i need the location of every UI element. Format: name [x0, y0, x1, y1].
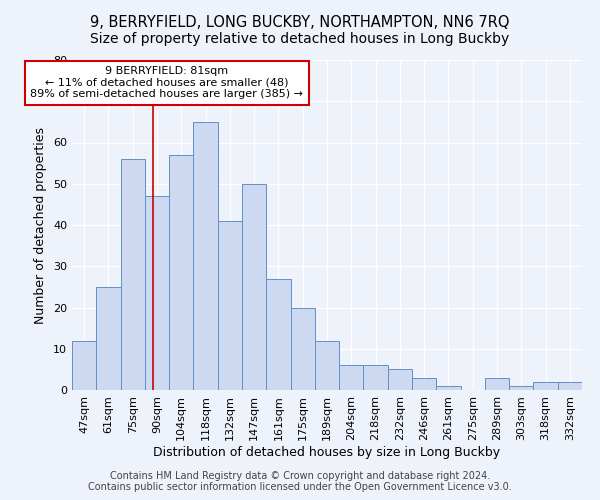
Text: Size of property relative to detached houses in Long Buckby: Size of property relative to detached ho…: [91, 32, 509, 46]
Bar: [558, 382, 582, 390]
X-axis label: Distribution of detached houses by size in Long Buckby: Distribution of detached houses by size …: [154, 446, 500, 458]
Bar: [339, 365, 364, 390]
Bar: [290, 308, 315, 390]
Bar: [315, 340, 339, 390]
Bar: [485, 378, 509, 390]
Bar: [436, 386, 461, 390]
Bar: [169, 155, 193, 390]
Bar: [218, 221, 242, 390]
Bar: [242, 184, 266, 390]
Bar: [364, 365, 388, 390]
Bar: [533, 382, 558, 390]
Bar: [145, 196, 169, 390]
Bar: [412, 378, 436, 390]
Bar: [121, 159, 145, 390]
Text: 9 BERRYFIELD: 81sqm
← 11% of detached houses are smaller (48)
89% of semi-detach: 9 BERRYFIELD: 81sqm ← 11% of detached ho…: [30, 66, 303, 100]
Bar: [388, 370, 412, 390]
Text: 9, BERRYFIELD, LONG BUCKBY, NORTHAMPTON, NN6 7RQ: 9, BERRYFIELD, LONG BUCKBY, NORTHAMPTON,…: [90, 15, 510, 30]
Text: Contains HM Land Registry data © Crown copyright and database right 2024.
Contai: Contains HM Land Registry data © Crown c…: [88, 471, 512, 492]
Bar: [72, 340, 96, 390]
Y-axis label: Number of detached properties: Number of detached properties: [34, 126, 47, 324]
Bar: [509, 386, 533, 390]
Bar: [193, 122, 218, 390]
Bar: [266, 278, 290, 390]
Bar: [96, 287, 121, 390]
